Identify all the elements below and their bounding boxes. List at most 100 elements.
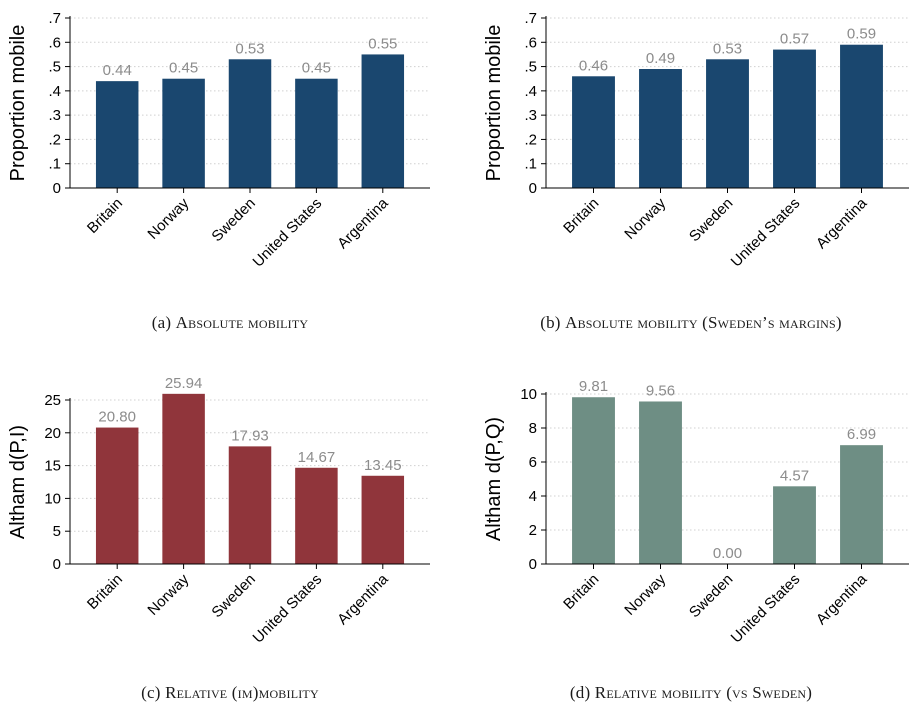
bar-a bbox=[361, 54, 405, 188]
bar-a bbox=[295, 78, 338, 188]
bar-value-label-d: 0.00 bbox=[713, 545, 742, 562]
bar-value-label-b: 0.57 bbox=[780, 31, 809, 48]
y-tick-label-a: 0 bbox=[53, 180, 61, 197]
x-tick-label-c: Sweden bbox=[208, 571, 258, 621]
x-tick-label-c: Britain bbox=[84, 571, 126, 613]
x-tick-label-b: Norway bbox=[621, 194, 669, 242]
caption-d: (d) Relative mobility (vs Sweden) bbox=[461, 683, 921, 703]
y-tick-label-b: 0 bbox=[529, 180, 537, 197]
y-tick-label-d: 10 bbox=[520, 386, 537, 403]
caption-a-label: (a) bbox=[151, 313, 172, 332]
caption-d-label: (d) bbox=[569, 683, 591, 702]
y-tick-label-c: 0 bbox=[53, 556, 61, 573]
chart-panel-d: 0 2 4 6 8 10 Altham d(P,Q) 9.81 Britain 9.56 Norwa… bbox=[483, 378, 909, 647]
bar-value-label-a: 0.45 bbox=[302, 60, 331, 77]
bar-value-label-d: 9.56 bbox=[646, 382, 675, 399]
caption-a: (a) Absolute mobility bbox=[0, 313, 460, 333]
bar-value-label-b: 0.49 bbox=[646, 50, 675, 67]
x-tick-label-c: Argentina bbox=[334, 570, 392, 628]
y-axis-title-d: Altham d(P,Q) bbox=[483, 417, 505, 541]
y-tick-label-a: .2 bbox=[48, 131, 61, 148]
y-tick-label-b: .6 bbox=[524, 34, 537, 51]
y-tick-label-a: .1 bbox=[48, 156, 61, 173]
y-tick-label-a: .3 bbox=[48, 107, 61, 124]
bar-c bbox=[95, 427, 139, 564]
y-tick-label-c: 15 bbox=[44, 458, 61, 475]
bar-value-label-c: 20.80 bbox=[98, 409, 136, 426]
y-tick-label-b: .1 bbox=[524, 156, 537, 173]
y-tick-label-b: .4 bbox=[524, 83, 537, 100]
bar-d bbox=[840, 445, 883, 564]
y-tick-label-c: 25 bbox=[44, 392, 61, 409]
y-axis-title-a: Proportion mobile bbox=[7, 25, 29, 182]
y-tick-label-d: 6 bbox=[529, 454, 537, 471]
y-tick-label-b: .5 bbox=[524, 59, 537, 76]
bar-d bbox=[773, 486, 816, 564]
y-axis-title-b: Proportion mobile bbox=[483, 25, 505, 182]
bar-b bbox=[840, 44, 883, 188]
y-tick-label-a: .4 bbox=[48, 83, 61, 100]
caption-b-text: Absolute mobility (Sweden’s margins) bbox=[565, 313, 842, 332]
x-tick-label-c: Norway bbox=[144, 570, 192, 618]
bar-b bbox=[773, 49, 816, 189]
y-tick-label-a: .6 bbox=[48, 34, 61, 51]
x-tick-label-c: United States bbox=[250, 571, 326, 647]
bar-a bbox=[228, 59, 272, 189]
y-tick-label-c: 5 bbox=[53, 523, 61, 540]
x-tick-label-d: Argentina bbox=[813, 570, 871, 628]
x-tick-label-d: Norway bbox=[621, 570, 669, 618]
bar-value-label-b: 0.53 bbox=[713, 40, 742, 57]
x-tick-label-b: Sweden bbox=[686, 195, 736, 245]
y-tick-label-d: 0 bbox=[529, 556, 537, 573]
x-tick-label-a: Britain bbox=[84, 195, 126, 237]
bar-value-label-b: 0.46 bbox=[579, 57, 608, 74]
x-tick-label-b: Britain bbox=[560, 195, 602, 237]
bar-value-label-c: 25.94 bbox=[165, 375, 203, 392]
caption-a-text: Absolute mobility bbox=[175, 313, 309, 332]
bar-a bbox=[162, 78, 205, 188]
caption-c-text: Relative (im)mobility bbox=[165, 683, 319, 702]
x-tick-label-a: Argentina bbox=[334, 194, 392, 252]
y-tick-label-b: .3 bbox=[524, 107, 537, 124]
y-tick-label-a: .5 bbox=[48, 59, 61, 76]
y-tick-label-a: .7 bbox=[48, 10, 61, 27]
bar-value-label-c: 17.93 bbox=[231, 427, 269, 444]
y-tick-label-c: 10 bbox=[44, 490, 61, 507]
x-tick-label-b: United States bbox=[728, 195, 804, 271]
bar-value-label-b: 0.59 bbox=[847, 26, 876, 43]
x-tick-label-a: Norway bbox=[144, 194, 192, 242]
bar-b bbox=[706, 59, 749, 189]
bar-value-label-d: 6.99 bbox=[847, 426, 876, 443]
y-axis-title-c: Altham d(P,I) bbox=[7, 425, 29, 539]
bar-a bbox=[95, 81, 139, 188]
y-tick-label-d: 4 bbox=[529, 488, 537, 505]
bar-value-label-a: 0.45 bbox=[169, 60, 198, 77]
caption-b-label: (b) bbox=[540, 313, 561, 332]
bar-c bbox=[162, 393, 205, 564]
bar-value-label-a: 0.53 bbox=[235, 40, 264, 57]
caption-d-text: Relative mobility (vs Sweden) bbox=[594, 683, 813, 702]
x-tick-label-d: Sweden bbox=[686, 571, 736, 621]
x-tick-label-d: Britain bbox=[560, 571, 602, 613]
bar-b bbox=[572, 76, 615, 188]
x-tick-label-a: United States bbox=[250, 195, 326, 271]
y-tick-label-d: 2 bbox=[529, 522, 537, 539]
y-tick-label-c: 20 bbox=[44, 425, 61, 442]
bar-value-label-d: 9.81 bbox=[579, 378, 608, 395]
bar-value-label-c: 14.67 bbox=[298, 449, 336, 466]
caption-c: (c) Relative (im)mobility bbox=[0, 683, 460, 703]
y-tick-label-d: 8 bbox=[529, 420, 537, 437]
bar-c bbox=[228, 446, 272, 564]
y-tick-label-b: .2 bbox=[524, 131, 537, 148]
y-tick-label-b: .7 bbox=[524, 10, 537, 27]
bar-value-label-d: 4.57 bbox=[780, 467, 809, 484]
bar-value-label-a: 0.44 bbox=[103, 62, 132, 79]
x-tick-label-a: Sweden bbox=[208, 195, 258, 245]
bar-c bbox=[361, 475, 405, 564]
x-tick-label-d: United States bbox=[728, 571, 804, 647]
bar-value-label-c: 13.45 bbox=[364, 457, 402, 474]
bar-c bbox=[295, 467, 338, 564]
chart-panel-b: 0 .1 .2 .3 .4 .5 .6 .7 Proportion mobile 0.46 Brit… bbox=[483, 10, 909, 271]
x-tick-label-b: Argentina bbox=[813, 194, 871, 252]
